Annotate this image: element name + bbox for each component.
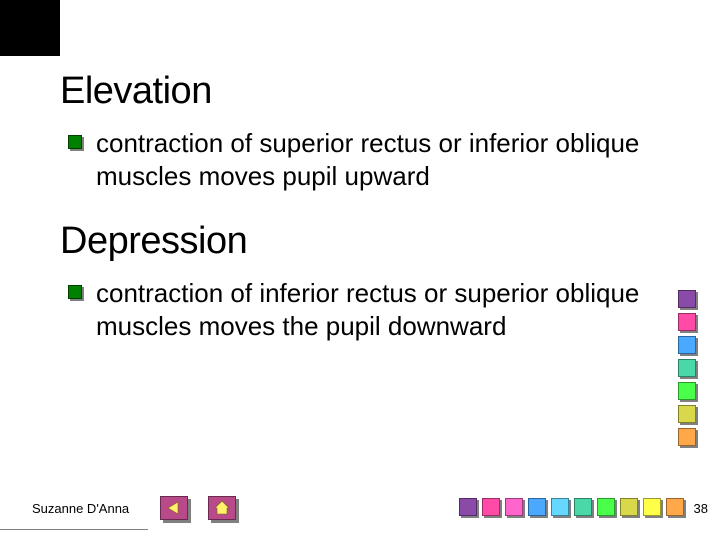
color-strip-vertical <box>678 290 698 448</box>
color-swatch <box>459 498 479 518</box>
nav-home-button[interactable] <box>208 496 238 522</box>
color-swatch <box>678 313 698 333</box>
arrow-left-icon <box>166 501 182 515</box>
nav-buttons <box>160 496 238 522</box>
heading-elevation: Elevation <box>60 70 700 113</box>
color-swatch <box>597 498 617 518</box>
color-swatch <box>574 498 594 518</box>
color-swatch <box>528 498 548 518</box>
slide-content: Elevation contraction of superior rectus… <box>60 70 700 370</box>
nav-prev-button[interactable] <box>160 496 190 522</box>
footer-page-number: 38 <box>694 501 708 516</box>
color-swatch <box>678 359 698 379</box>
color-swatch <box>505 498 525 518</box>
home-icon <box>213 500 231 516</box>
corner-black-block <box>0 0 60 56</box>
color-swatch <box>643 498 663 518</box>
bullet-square-icon <box>68 135 82 149</box>
bullet-text: contraction of inferior rectus or superi… <box>96 277 700 342</box>
footer-author: Suzanne D'Anna <box>32 501 129 516</box>
color-swatch <box>678 290 698 310</box>
color-swatch <box>666 498 686 518</box>
bullet-text: contraction of superior rectus or inferi… <box>96 127 700 192</box>
color-strip-horizontal <box>459 498 686 518</box>
bullet-item: contraction of inferior rectus or superi… <box>68 277 700 342</box>
color-swatch <box>678 382 698 402</box>
color-swatch <box>482 498 502 518</box>
divider-line <box>0 529 148 530</box>
color-swatch <box>678 428 698 448</box>
bullet-square-icon <box>68 285 82 299</box>
bullet-item: contraction of superior rectus or inferi… <box>68 127 700 192</box>
color-swatch <box>678 405 698 425</box>
color-swatch <box>551 498 571 518</box>
color-swatch <box>678 336 698 356</box>
heading-depression: Depression <box>60 220 700 263</box>
color-swatch <box>620 498 640 518</box>
